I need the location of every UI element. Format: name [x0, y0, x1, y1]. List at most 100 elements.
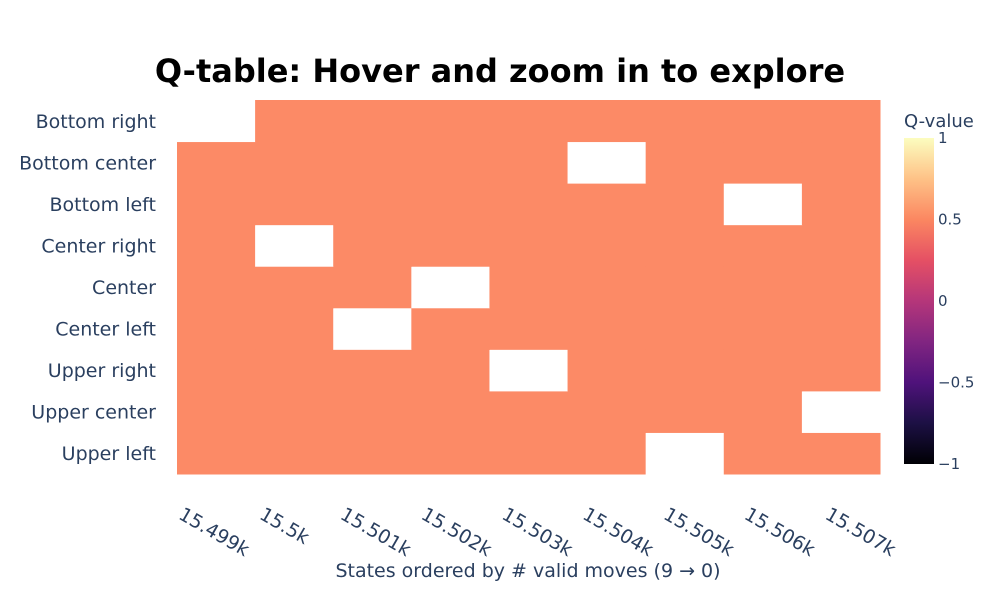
y-tick-label: Bottom center — [19, 152, 156, 174]
heatmap-cell[interactable] — [801, 432, 881, 475]
heatmap-cell[interactable] — [333, 307, 412, 350]
x-tick-label: 15.502k — [417, 503, 495, 561]
heatmap-cell[interactable] — [801, 100, 881, 143]
heatmap-cell[interactable] — [333, 100, 412, 143]
heatmap-cell[interactable] — [333, 390, 412, 433]
heatmap-cell[interactable] — [801, 349, 881, 392]
heatmap-cell[interactable] — [411, 100, 490, 143]
heatmap-cell[interactable] — [801, 266, 881, 309]
heatmap-cell[interactable] — [411, 307, 490, 350]
heatmap-cell[interactable] — [411, 349, 490, 392]
heatmap-cell[interactable] — [177, 349, 256, 392]
heatmap-cell[interactable] — [723, 141, 803, 184]
heatmap-cell[interactable] — [333, 141, 412, 184]
chart-title: Q-table: Hover and zoom in to explore — [155, 52, 845, 90]
y-tick-labels: Upper left Upper center Upper right Center … — [19, 111, 156, 465]
heatmap-cell[interactable] — [723, 390, 803, 433]
x-tick-labels: 15.499k 15.5k 15.501k 15.502k 15.503k 15.504k… — [175, 503, 900, 561]
heatmap-cell[interactable] — [489, 100, 569, 143]
x-tick-label: 15.5k — [256, 503, 313, 549]
heatmap-cell[interactable] — [723, 307, 803, 350]
heatmap-cell[interactable] — [645, 100, 725, 143]
heatmap-cell[interactable] — [489, 432, 569, 475]
heatmap-cell[interactable] — [255, 141, 334, 184]
heatmap-cell[interactable] — [177, 100, 256, 143]
heatmap-cell[interactable] — [177, 390, 256, 433]
heatmap-cell[interactable] — [333, 266, 412, 309]
heatmap-cell[interactable] — [489, 141, 569, 184]
heatmap-cell[interactable] — [567, 266, 647, 309]
heatmap-cell[interactable] — [333, 224, 412, 267]
heatmap-cell[interactable] — [411, 141, 490, 184]
heatmap-cell[interactable] — [567, 183, 647, 226]
heatmap-cell[interactable] — [411, 390, 490, 433]
heatmap-cell[interactable] — [723, 432, 803, 475]
colorbar: Q-value 1 0.5 0 −0.5 −1 — [904, 111, 974, 473]
y-tick-label: Bottom left — [49, 194, 156, 216]
heatmap-cell[interactable] — [723, 266, 803, 309]
heatmap-cell[interactable] — [801, 141, 881, 184]
heatmap-cell[interactable] — [567, 224, 647, 267]
y-tick-label: Center right — [41, 235, 156, 257]
heatmap-cell[interactable] — [255, 390, 334, 433]
heatmap-cell[interactable] — [567, 100, 647, 143]
heatmap-cell[interactable] — [723, 224, 803, 267]
heatmap-cell[interactable] — [177, 266, 256, 309]
heatmap-cell[interactable] — [801, 390, 881, 433]
heatmap-cell[interactable] — [645, 183, 725, 226]
heatmap-cell[interactable] — [489, 266, 569, 309]
heatmap-cell[interactable] — [723, 349, 803, 392]
heatmap-cell[interactable] — [255, 349, 334, 392]
x-tick-label: 15.507k — [821, 503, 899, 561]
heatmap-cell[interactable] — [411, 224, 490, 267]
heatmap-cell[interactable] — [489, 307, 569, 350]
heatmap-cell[interactable] — [567, 432, 647, 475]
heatmap-cell[interactable] — [489, 390, 569, 433]
heatmap-cell[interactable] — [177, 183, 256, 226]
heatmap-cell[interactable] — [255, 307, 334, 350]
heatmap-cell[interactable] — [333, 183, 412, 226]
heatmap-cell[interactable] — [645, 224, 725, 267]
heatmap-cell[interactable] — [801, 307, 881, 350]
heatmap-cell[interactable] — [255, 100, 334, 143]
heatmap-cell[interactable] — [333, 432, 412, 475]
y-tick-label: Center left — [55, 319, 156, 341]
heatmap-cell[interactable] — [723, 183, 803, 226]
heatmap-cell[interactable] — [801, 183, 881, 226]
heatmap-cell[interactable] — [411, 432, 490, 475]
heatmap-cell[interactable] — [255, 266, 334, 309]
heatmap-cell[interactable] — [255, 432, 334, 475]
heatmap-cell[interactable] — [177, 307, 256, 350]
heatmap-cell[interactable] — [333, 349, 412, 392]
colorbar-tick-label: 0.5 — [938, 211, 962, 229]
colorbar-gradient — [904, 138, 934, 464]
heatmap-cell[interactable] — [645, 307, 725, 350]
heatmap-cell[interactable] — [255, 183, 334, 226]
colorbar-tick-labels: 1 0.5 0 −0.5 −1 — [938, 129, 974, 473]
x-tick-label: 15.499k — [175, 503, 253, 561]
heatmap-cell[interactable] — [645, 266, 725, 309]
heatmap-cell[interactable] — [567, 390, 647, 433]
heatmap-cell[interactable] — [255, 224, 334, 267]
heatmap-cell[interactable] — [489, 224, 569, 267]
heatmap-cell[interactable] — [411, 183, 490, 226]
x-tick-label: 15.506k — [741, 503, 819, 561]
heatmap-cell[interactable] — [645, 432, 725, 475]
heatmap-cell[interactable] — [567, 307, 647, 350]
heatmap-cell[interactable] — [177, 224, 256, 267]
heatmap-cell[interactable] — [489, 349, 569, 392]
heatmap-cell[interactable] — [645, 141, 725, 184]
heatmap-cell[interactable] — [801, 224, 881, 267]
heatmap-cell[interactable] — [177, 141, 256, 184]
heatmap-cell[interactable] — [723, 100, 803, 143]
heatmap-cell[interactable] — [177, 432, 256, 475]
x-tick-label: 15.503k — [498, 503, 576, 561]
heatmap-cell[interactable] — [411, 266, 490, 309]
heatmap-cell[interactable] — [489, 183, 569, 226]
heatmap-cell[interactable] — [567, 141, 647, 184]
heatmap-cells[interactable] — [177, 100, 881, 475]
heatmap-cell[interactable] — [567, 349, 647, 392]
heatmap-cell[interactable] — [645, 390, 725, 433]
heatmap-cell[interactable] — [645, 349, 725, 392]
